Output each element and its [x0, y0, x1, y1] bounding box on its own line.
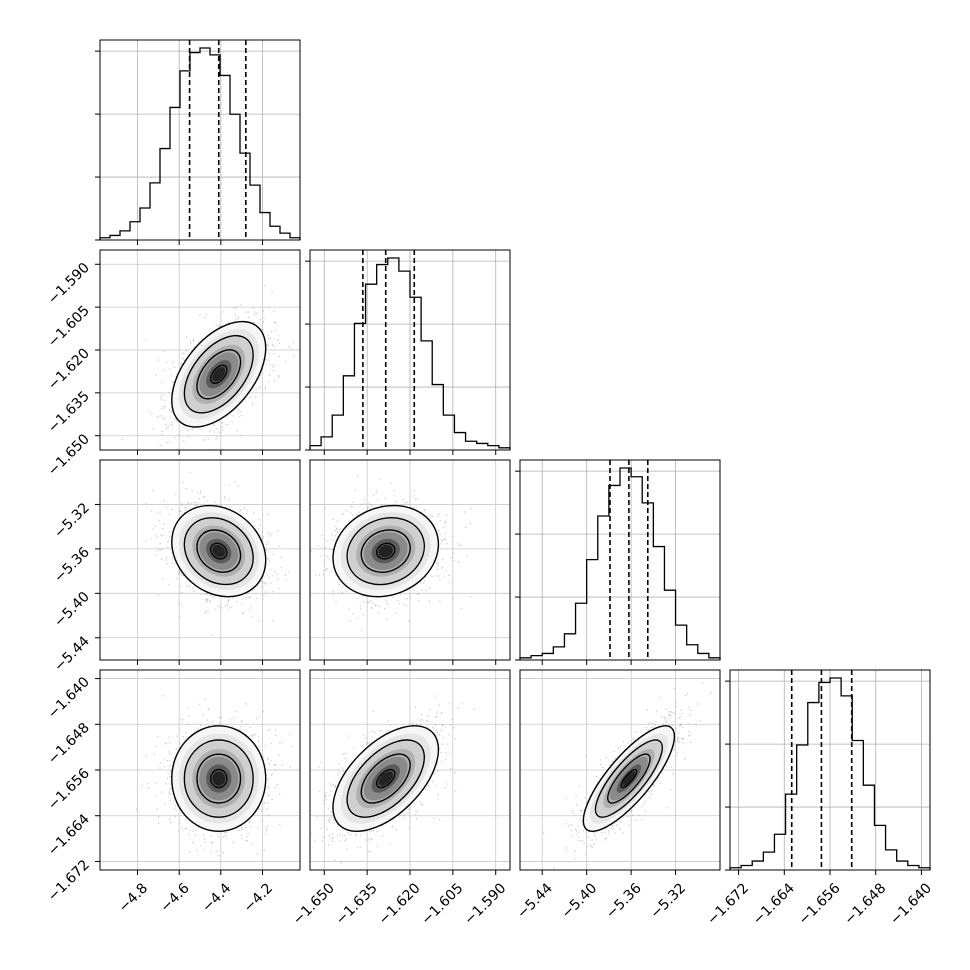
panel-content [310, 460, 510, 660]
contour-line [360, 529, 411, 573]
x-tick-label: −1.648 [841, 880, 889, 928]
scatter-panel-2-0 [99, 459, 301, 661]
panel-content [310, 670, 510, 870]
x-tick-label: −1.590 [461, 880, 509, 928]
contour-line [196, 753, 242, 804]
contour-line [183, 335, 254, 414]
panel-frame [99, 39, 301, 241]
hist-panel-3 [725, 669, 931, 871]
contour-line [607, 753, 651, 804]
x-tick-label: −1.640 [887, 880, 935, 928]
contour-line [183, 739, 254, 818]
scatter-panel-3-1 [309, 669, 511, 871]
x-tick-label: −5.32 [648, 880, 690, 922]
contour-line [594, 739, 663, 818]
hist-panel-0 [95, 39, 301, 241]
contour-line [620, 768, 638, 789]
x-tick-label: −5.40 [559, 880, 601, 922]
contour-line [582, 725, 676, 832]
contour-line [376, 768, 396, 789]
scatter-panel-3-2 [519, 669, 721, 871]
y-tick-label: −1.640 [45, 674, 93, 722]
density-level [378, 771, 393, 786]
y-tick-label: −1.620 [45, 346, 93, 394]
contour-line [346, 517, 425, 586]
x-tick-label: −1.620 [376, 880, 424, 928]
contour-line [210, 542, 228, 560]
y-tick-label: −1.590 [45, 260, 93, 308]
histogram-step [729, 677, 931, 870]
contour-line [171, 320, 267, 428]
x-tick-label: −4.6 [157, 880, 192, 915]
x-tick-label: −5.44 [514, 880, 556, 922]
x-tick-label: −1.656 [796, 880, 844, 928]
x-tick-label: −1.650 [290, 880, 338, 928]
x-tick-label: −1.664 [750, 880, 798, 928]
y-tick-label: −1.635 [45, 388, 93, 436]
density-level [212, 771, 226, 786]
y-tick-label: −1.664 [45, 811, 93, 859]
y-tick-label: −1.605 [45, 303, 93, 351]
histogram-step [519, 467, 721, 660]
contour-line [196, 349, 242, 400]
scatter-panel-1-0 [99, 249, 301, 451]
contour-line [346, 739, 425, 818]
contour-line [332, 504, 440, 598]
hist-panel-2 [515, 459, 721, 661]
density-level [212, 544, 226, 558]
contour-line [171, 725, 267, 832]
scatter-panel-2-1 [309, 459, 511, 661]
panel-content [100, 460, 300, 660]
panel-frame [519, 459, 721, 661]
contour-line [183, 517, 254, 586]
panel-content [100, 250, 300, 450]
histogram-step [99, 47, 301, 240]
x-tick-label: −5.36 [603, 880, 645, 922]
density-level [622, 771, 636, 786]
contour-line [210, 364, 228, 384]
y-tick-label: −5.44 [51, 633, 93, 675]
histogram-step [309, 257, 511, 450]
x-tick-label: −1.635 [333, 880, 381, 928]
x-tick-label: −1.672 [704, 880, 752, 928]
y-tick-label: −1.648 [45, 720, 93, 768]
contour-line [196, 529, 242, 573]
y-tick-label: −1.650 [45, 431, 93, 479]
panel-content [100, 670, 300, 870]
y-tick-label: −5.36 [51, 544, 93, 586]
scatter-panel-3-0 [99, 669, 301, 871]
hist-panel-1 [305, 249, 511, 451]
panel-content [520, 670, 720, 870]
y-tick-label: −1.656 [45, 765, 93, 813]
contour-line [360, 753, 411, 804]
panel-frame [99, 459, 301, 661]
x-tick-label: −4.8 [116, 880, 151, 915]
y-tick-label: −5.32 [51, 500, 93, 542]
x-tick-label: −4.4 [199, 880, 234, 915]
contour-line [171, 504, 267, 598]
x-tick-label: −1.605 [419, 880, 467, 928]
x-tick-label: −4.2 [241, 880, 276, 915]
y-tick-label: −5.40 [51, 589, 93, 631]
contour-line [376, 542, 396, 560]
contour-line [210, 768, 228, 789]
contour-line [332, 725, 440, 832]
scatter-samples [145, 471, 300, 636]
density-level [378, 544, 393, 558]
panel-frame [519, 669, 721, 871]
y-tick-label: −1.672 [45, 857, 93, 905]
